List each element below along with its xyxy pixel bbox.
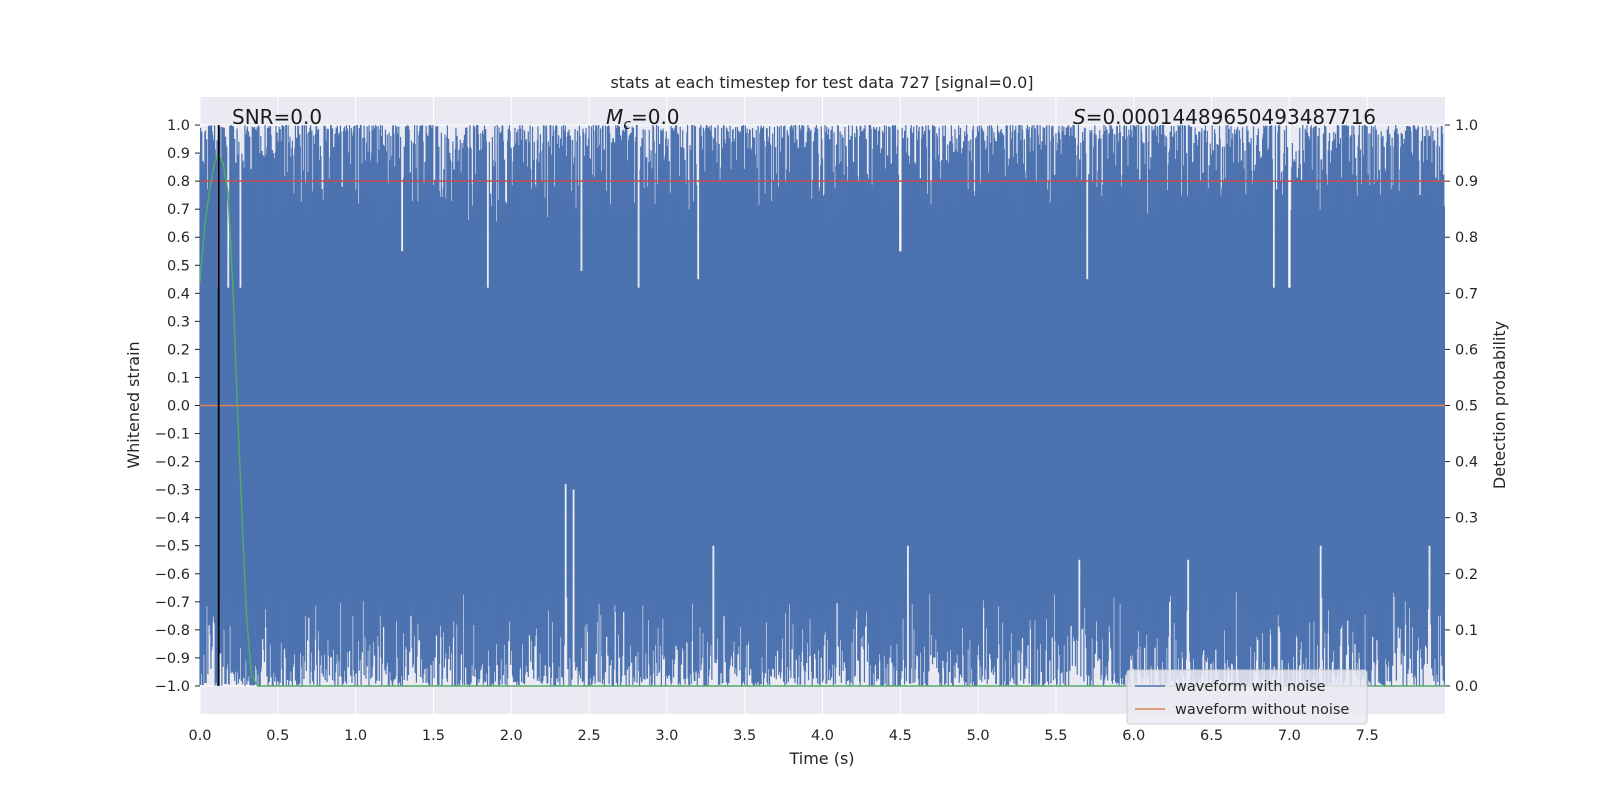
y-left-tick-label-9: 0.1 [167, 370, 190, 386]
series-layer [199, 125, 1445, 687]
x-tick-label-10: 5.0 [967, 728, 990, 744]
x-tick-label-5: 2.5 [578, 728, 601, 744]
x-axis-ticks: 0.0 0.5 1.0 1.5 2.0 2.5 3.0 3.5 4.0 4.5 5.0 5.5 6.0 6… [188, 728, 1378, 744]
x-tick-label-14: 7.0 [1278, 728, 1301, 744]
y-right-tick-label-9: 0.1 [1455, 623, 1478, 639]
y-left-tick-label-2: 0.8 [167, 174, 190, 190]
s-value: =0.00014489650493487716 [1086, 105, 1376, 129]
y-left-tick-label-3: 0.7 [167, 202, 190, 218]
y-left-tick-label-12: −0.2 [155, 455, 190, 471]
y-left-tick-label-17: −0.7 [155, 595, 190, 611]
x-axis-label: Time (s) [788, 749, 854, 768]
y-right-tick-label-6: 0.4 [1455, 455, 1478, 471]
y-right-tick-label-4: 0.6 [1455, 342, 1478, 358]
x-tick-label-13: 6.5 [1200, 728, 1223, 744]
y-left-tick-label-6: 0.4 [167, 286, 190, 302]
chirp-mass-annotation: Mc=0.0 [606, 105, 680, 133]
legend-label-waveform-with-noise: waveform with noise [1175, 679, 1326, 695]
y-left-tick-label-8: 0.2 [167, 342, 190, 358]
y-right-tick-label-10: 0.0 [1455, 679, 1478, 695]
y-axis-left-ticks: 1.0 0.9 0.8 0.7 0.6 0.5 0.4 0.3 0.2 0.1 0.0 −0.1 −0.… [155, 118, 200, 695]
x-tick-label-4: 2.0 [500, 728, 523, 744]
x-tick-label-3: 1.5 [422, 728, 445, 744]
x-tick-label-2: 1.0 [344, 728, 367, 744]
x-tick-label-15: 7.5 [1356, 728, 1379, 744]
y-left-tick-label-13: −0.3 [155, 483, 190, 499]
s-symbol: S [1073, 105, 1086, 129]
legend-frame [1126, 669, 1368, 725]
y-right-tick-label-1: 0.9 [1455, 174, 1478, 190]
y-right-tick-label-7: 0.3 [1455, 511, 1478, 527]
y-right-tick-label-0: 1.0 [1455, 118, 1478, 134]
x-tick-label-1: 0.5 [266, 728, 289, 744]
y-left-tick-label-14: −0.4 [155, 511, 190, 527]
chart-title: stats at each timestep for test data 727… [610, 73, 1033, 92]
chirp-mass-value: =0.0 [631, 105, 680, 129]
x-tick-label-12: 6.0 [1122, 728, 1145, 744]
y-left-tick-label-11: −0.1 [155, 427, 190, 443]
y-right-tick-label-2: 0.8 [1455, 230, 1478, 246]
detection-probability-line [199, 151, 1445, 687]
y-left-tick-label-10: 0.0 [167, 399, 190, 415]
y-left-tick-label-4: 0.6 [167, 230, 190, 246]
x-tick-label-11: 5.5 [1044, 728, 1067, 744]
snr-annotation: SNR=0.0 [232, 105, 322, 129]
y-left-tick-label-1: 0.9 [167, 146, 190, 162]
y-left-tick-label-7: 0.3 [167, 314, 190, 330]
y-right-tick-label-5: 0.5 [1455, 399, 1478, 415]
y-right-tick-label-3: 0.7 [1455, 286, 1478, 302]
y-left-tick-label-15: −0.5 [155, 539, 190, 555]
x-tick-label-9: 4.5 [889, 728, 912, 744]
x-tick-label-6: 3.0 [655, 728, 678, 744]
x-tick-label-0: 0.0 [188, 728, 211, 744]
chirp-mass-symbol: M [606, 105, 623, 129]
y-axis-right-label: Detection probability [1490, 321, 1509, 489]
x-tick-label-7: 3.5 [733, 728, 756, 744]
y-left-tick-label-16: −0.6 [155, 567, 190, 583]
y-left-tick-label-20: −1.0 [155, 679, 190, 695]
legend: waveform with noise waveform without noi… [1126, 669, 1368, 725]
y-left-tick-label-0: 1.0 [167, 118, 190, 134]
y-left-tick-label-19: −0.9 [155, 651, 190, 667]
y-left-tick-label-5: 0.5 [167, 258, 190, 274]
y-right-tick-label-8: 0.2 [1455, 567, 1478, 583]
y-axis-right-ticks: 1.0 0.9 0.8 0.7 0.6 0.5 0.4 0.3 0.2 0.1 0.0 [1445, 118, 1478, 695]
legend-label-waveform-without-noise: waveform without noise [1175, 702, 1349, 718]
chirp-mass-subscript: c [623, 117, 631, 133]
s-annotation: S=0.00014489650493487716 [1073, 105, 1376, 129]
x-tick-label-8: 4.0 [811, 728, 834, 744]
y-axis-left-label: Whitened strain [124, 341, 143, 468]
y-left-tick-label-18: −0.8 [155, 623, 190, 639]
